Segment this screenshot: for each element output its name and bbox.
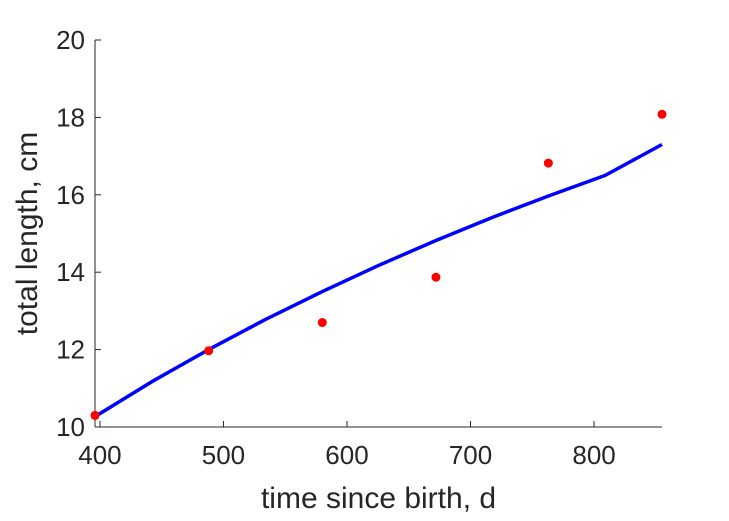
fit-curve bbox=[94, 142, 663, 419]
axes: 10 12 14 16 18 20 400 500 600 700 800 bbox=[56, 25, 662, 470]
data-point bbox=[204, 346, 214, 356]
y-tick-label: 14 bbox=[56, 257, 85, 287]
x-tick-label: 700 bbox=[449, 440, 492, 470]
x-ticks: 400 500 600 700 800 bbox=[78, 421, 616, 470]
x-tick-label: 800 bbox=[572, 440, 615, 470]
y-tick-label: 16 bbox=[56, 180, 85, 210]
y-tick-label: 18 bbox=[56, 102, 85, 132]
data-point bbox=[657, 109, 667, 119]
y-tick-label: 10 bbox=[56, 412, 85, 442]
y-axis-label: total length, cm bbox=[11, 132, 44, 335]
data-point bbox=[543, 158, 553, 168]
data-point bbox=[431, 272, 441, 282]
x-tick-label: 500 bbox=[202, 440, 245, 470]
plot-series bbox=[90, 109, 667, 420]
data-point bbox=[90, 410, 100, 420]
x-tick-label: 600 bbox=[325, 440, 368, 470]
x-axis-label: time since birth, d bbox=[261, 482, 496, 515]
x-tick-label: 400 bbox=[78, 440, 121, 470]
data-point bbox=[317, 318, 327, 328]
y-ticks: 10 12 14 16 18 20 bbox=[56, 25, 101, 442]
y-tick-label: 12 bbox=[56, 335, 85, 365]
y-tick-label: 20 bbox=[56, 25, 85, 55]
